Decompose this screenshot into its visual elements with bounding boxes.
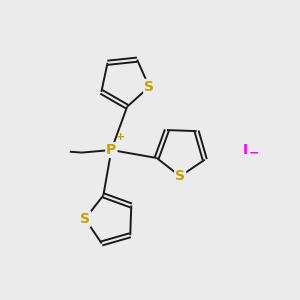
Text: −: − (249, 146, 259, 160)
Text: S: S (80, 212, 90, 226)
Text: S: S (175, 169, 185, 183)
Text: P: P (106, 143, 116, 157)
Text: +: + (116, 132, 125, 142)
Text: S: S (144, 80, 154, 94)
Text: I: I (242, 143, 248, 157)
